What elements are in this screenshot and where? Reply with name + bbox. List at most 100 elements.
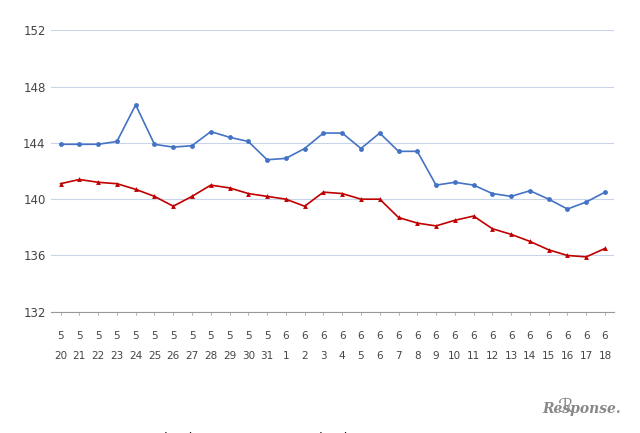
- Text: 5: 5: [57, 331, 64, 341]
- レギュラー実売価格(円/L): [282, 197, 290, 202]
- Text: 17: 17: [580, 351, 593, 361]
- レギュラー看板価格(円/L): [526, 188, 534, 194]
- Text: 6: 6: [376, 331, 383, 341]
- Text: 28: 28: [204, 351, 218, 361]
- Text: 6: 6: [320, 331, 327, 341]
- Text: 21: 21: [73, 351, 86, 361]
- Text: 2: 2: [301, 351, 308, 361]
- Text: 5: 5: [170, 331, 177, 341]
- Text: 30: 30: [242, 351, 255, 361]
- Text: 6: 6: [301, 331, 308, 341]
- レギュラー看板価格(円/L): [488, 191, 496, 196]
- レギュラー看板価格(円/L): [432, 183, 440, 188]
- レギュラー実売価格(円/L): [113, 181, 121, 186]
- レギュラー実売価格(円/L): [470, 213, 477, 219]
- Text: 9: 9: [433, 351, 440, 361]
- Text: 11: 11: [467, 351, 480, 361]
- Text: 8: 8: [414, 351, 420, 361]
- Text: 29: 29: [223, 351, 236, 361]
- レギュラー実売価格(円/L): [488, 226, 496, 231]
- Text: 3: 3: [320, 351, 327, 361]
- Text: 12: 12: [486, 351, 499, 361]
- Text: 6: 6: [564, 331, 571, 341]
- Legend: レギュラー看板価格(円/L), レギュラー実売価格(円/L): レギュラー看板価格(円/L), レギュラー実売価格(円/L): [47, 426, 355, 433]
- Text: 26: 26: [166, 351, 180, 361]
- レギュラー実売価格(円/L): [150, 194, 158, 199]
- Text: 7: 7: [395, 351, 402, 361]
- Text: 5: 5: [132, 331, 139, 341]
- レギュラー実売価格(円/L): [601, 246, 609, 251]
- レギュラー看板価格(円/L): [226, 135, 234, 140]
- レギュラー看板価格(円/L): [207, 129, 214, 134]
- レギュラー看板価格(円/L): [470, 183, 477, 188]
- Text: 5: 5: [113, 331, 120, 341]
- レギュラー看板価格(円/L): [451, 180, 459, 185]
- Text: 6: 6: [545, 331, 552, 341]
- レギュラー実売価格(円/L): [301, 204, 308, 209]
- Text: 6: 6: [339, 331, 346, 341]
- レギュラー看板価格(円/L): [57, 142, 65, 147]
- レギュラー看板価格(円/L): [564, 207, 572, 212]
- レギュラー看板価格(円/L): [94, 142, 102, 147]
- Text: 22: 22: [92, 351, 105, 361]
- レギュラー看板価格(円/L): [132, 102, 140, 107]
- Text: 6: 6: [451, 331, 458, 341]
- レギュラー看板価格(円/L): [319, 130, 327, 136]
- レギュラー実売価格(円/L): [564, 253, 572, 258]
- レギュラー看板価格(円/L): [413, 149, 421, 154]
- Text: 6: 6: [489, 331, 496, 341]
- Text: 6: 6: [414, 331, 420, 341]
- Text: 16: 16: [561, 351, 574, 361]
- レギュラー実売価格(円/L): [582, 254, 590, 259]
- Text: Response.: Response.: [542, 402, 621, 416]
- Text: 6: 6: [376, 351, 383, 361]
- Text: ℛ: ℛ: [557, 397, 573, 416]
- レギュラー実売価格(円/L): [57, 181, 65, 186]
- Text: 10: 10: [448, 351, 461, 361]
- レギュラー看板価格(円/L): [395, 149, 403, 154]
- レギュラー実売価格(円/L): [339, 191, 346, 196]
- レギュラー実売価格(円/L): [319, 190, 327, 195]
- Text: 5: 5: [264, 331, 271, 341]
- レギュラー看板価格(円/L): [263, 157, 271, 162]
- Text: 6: 6: [508, 331, 515, 341]
- Text: 5: 5: [226, 331, 233, 341]
- Line: レギュラー看板価格(円/L): レギュラー看板価格(円/L): [58, 103, 607, 211]
- Text: 6: 6: [583, 331, 589, 341]
- Text: 6: 6: [395, 331, 402, 341]
- レギュラー実売価格(円/L): [188, 194, 196, 199]
- レギュラー看板価格(円/L): [339, 130, 346, 136]
- Text: 6: 6: [282, 331, 289, 341]
- レギュラー看板価格(円/L): [170, 145, 177, 150]
- レギュラー実売価格(円/L): [132, 187, 140, 192]
- Text: 5: 5: [151, 331, 158, 341]
- Text: 5: 5: [207, 331, 214, 341]
- レギュラー実売価格(円/L): [508, 232, 515, 237]
- Text: 6: 6: [602, 331, 609, 341]
- Text: 5: 5: [76, 331, 83, 341]
- レギュラー実売価格(円/L): [263, 194, 271, 199]
- レギュラー実売価格(円/L): [207, 183, 214, 188]
- レギュラー実売価格(円/L): [545, 247, 552, 252]
- レギュラー実売価格(円/L): [376, 197, 383, 202]
- Text: 24: 24: [129, 351, 142, 361]
- Text: 27: 27: [186, 351, 198, 361]
- レギュラー実売価格(円/L): [357, 197, 365, 202]
- レギュラー実売価格(円/L): [395, 215, 403, 220]
- Line: レギュラー実売価格(円/L): レギュラー実売価格(円/L): [58, 177, 607, 259]
- レギュラー実売価格(円/L): [94, 180, 102, 185]
- レギュラー看板価格(円/L): [113, 139, 121, 144]
- Text: 5: 5: [95, 331, 102, 341]
- Text: 31: 31: [260, 351, 274, 361]
- レギュラー看板価格(円/L): [301, 146, 308, 151]
- レギュラー実売価格(円/L): [76, 177, 83, 182]
- Text: 6: 6: [527, 331, 533, 341]
- レギュラー実売価格(円/L): [170, 204, 177, 209]
- レギュラー実売価格(円/L): [526, 239, 534, 244]
- レギュラー実売価格(円/L): [432, 223, 440, 229]
- レギュラー看板価格(円/L): [357, 146, 365, 151]
- レギュラー看板価格(円/L): [582, 199, 590, 205]
- Text: 5: 5: [245, 331, 252, 341]
- Text: 13: 13: [504, 351, 518, 361]
- レギュラー看板価格(円/L): [76, 142, 83, 147]
